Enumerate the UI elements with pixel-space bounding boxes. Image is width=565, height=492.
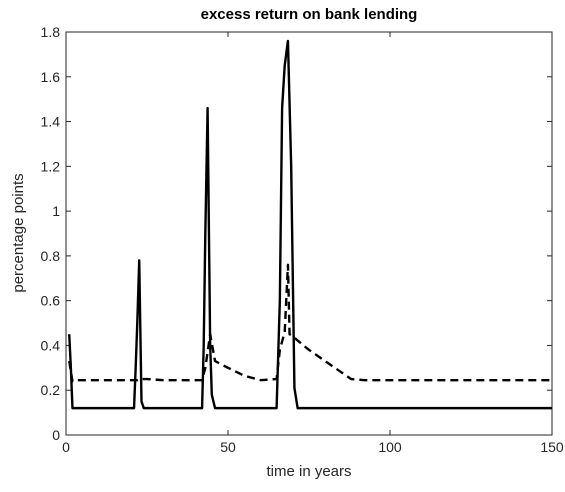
y-tick-label: 1.4 <box>41 114 61 130</box>
y-tick-label: 1.8 <box>41 24 61 40</box>
y-tick-label: 0.8 <box>41 248 61 264</box>
x-tick-label: 150 <box>540 439 564 455</box>
y-tick-label: 0.4 <box>41 337 61 353</box>
plot-area-frame <box>65 31 553 436</box>
y-tick-label: 1.6 <box>41 69 61 85</box>
y-tick-label: 1.2 <box>41 158 61 174</box>
x-axis-label: time in years <box>266 463 351 480</box>
series-line-solid <box>68 39 552 410</box>
tick-labels: 0 50 100 150 0 0.2 0.4 0.6 0.8 1 1.2 1.4 1.6 1.8 <box>41 24 564 455</box>
y-axis-label: percentage points <box>10 173 27 292</box>
chart-title: excess return on bank lending <box>201 6 418 23</box>
x-tick-label: 100 <box>378 439 402 455</box>
y-tick-label: 0.2 <box>41 382 61 398</box>
x-tick-label: 0 <box>62 439 70 455</box>
x-tick-label: 50 <box>220 439 236 455</box>
series-layer <box>68 39 552 410</box>
series-line-dashed <box>68 263 552 383</box>
axis-ticks <box>65 31 553 436</box>
y-tick-label: 0.6 <box>41 293 61 309</box>
y-tick-label: 0 <box>52 427 60 443</box>
y-tick-label: 1 <box>52 203 60 219</box>
